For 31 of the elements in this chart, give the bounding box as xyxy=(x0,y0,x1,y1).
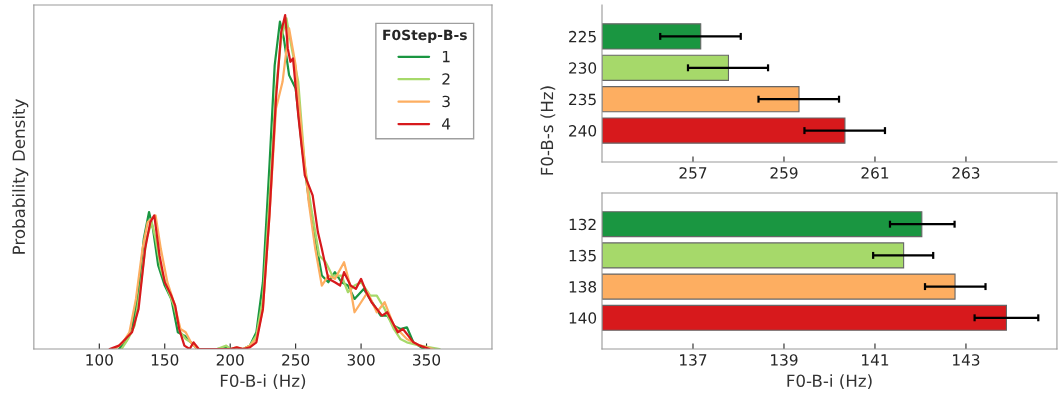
x-tick-label: 141 xyxy=(862,354,889,366)
y-tick-label: 235 xyxy=(569,93,596,106)
legend-label: 3 xyxy=(442,95,450,108)
x-tick-label: 200 xyxy=(216,354,244,366)
x-axis-title: F0-B-i (Hz) xyxy=(787,374,872,390)
x-tick-label: 350 xyxy=(413,354,441,366)
y-tick-label: 140 xyxy=(569,312,597,324)
x-tick-label: 143 xyxy=(953,354,980,366)
x-tick-label: 139 xyxy=(771,354,798,366)
x-tick-label: 259 xyxy=(770,167,798,179)
y-tick-label: 132 xyxy=(569,218,596,231)
x-tick-label: 150 xyxy=(151,354,179,366)
legend-title: F0Step-B-s xyxy=(383,29,467,43)
x-tick-label: 100 xyxy=(86,354,113,366)
x-tick-label: 137 xyxy=(680,354,707,366)
y-axis-title: Probability Density xyxy=(12,99,29,254)
x-tick-label: 300 xyxy=(347,354,375,366)
y-tick-label: 240 xyxy=(569,125,597,137)
x-tick-label: 257 xyxy=(679,167,707,179)
legend-label: 4 xyxy=(442,118,451,130)
y-tick-label: 135 xyxy=(569,249,596,262)
legend-label: 1 xyxy=(442,51,450,63)
y-tick-label: 230 xyxy=(569,62,597,74)
x-tick-label: 263 xyxy=(952,167,980,179)
x-axis-title: F0-B-i (Hz) xyxy=(220,374,306,390)
y-tick-label: 138 xyxy=(569,281,597,293)
y-tick-label: 225 xyxy=(569,30,596,43)
y-axis-title: F0-B-s (Hz) xyxy=(540,86,556,175)
legend-label: 2 xyxy=(442,73,450,85)
x-tick-label: 261 xyxy=(861,167,889,179)
x-tick-label: 250 xyxy=(282,354,310,366)
